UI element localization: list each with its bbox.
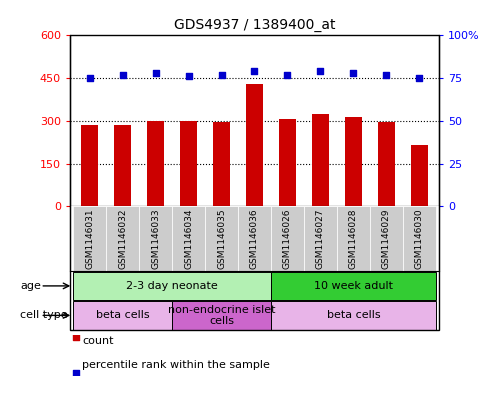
Bar bbox=[139, 206, 172, 271]
Point bbox=[349, 70, 357, 76]
Text: GSM1146027: GSM1146027 bbox=[316, 208, 325, 269]
Text: 10 week adult: 10 week adult bbox=[314, 281, 393, 291]
Bar bbox=[246, 84, 263, 206]
Bar bbox=[213, 122, 230, 206]
Bar bbox=[378, 122, 395, 206]
Point bbox=[86, 75, 94, 81]
Text: GSM1146026: GSM1146026 bbox=[283, 208, 292, 269]
Text: non-endocrine islet
cells: non-endocrine islet cells bbox=[168, 305, 275, 326]
Text: age: age bbox=[20, 281, 41, 291]
Text: GSM1146032: GSM1146032 bbox=[118, 208, 127, 269]
Text: beta cells: beta cells bbox=[96, 310, 149, 320]
Bar bbox=[271, 272, 436, 300]
Bar bbox=[73, 206, 106, 271]
Point bbox=[185, 73, 193, 79]
Point bbox=[72, 369, 80, 376]
Text: GSM1146033: GSM1146033 bbox=[151, 208, 160, 269]
Bar bbox=[304, 206, 337, 271]
Bar bbox=[337, 206, 370, 271]
Bar bbox=[411, 145, 428, 206]
Bar bbox=[205, 206, 238, 271]
Bar bbox=[345, 117, 362, 206]
Bar bbox=[172, 206, 205, 271]
Bar bbox=[147, 121, 164, 206]
Point bbox=[152, 70, 160, 76]
Point bbox=[218, 72, 226, 78]
Bar bbox=[271, 301, 436, 329]
Bar bbox=[81, 125, 98, 206]
Title: GDS4937 / 1389400_at: GDS4937 / 1389400_at bbox=[174, 18, 335, 31]
Text: count: count bbox=[82, 336, 114, 346]
Point bbox=[316, 68, 324, 74]
Bar bbox=[73, 301, 172, 329]
Bar bbox=[403, 206, 436, 271]
Bar bbox=[106, 206, 139, 271]
Text: 2-3 day neonate: 2-3 day neonate bbox=[126, 281, 218, 291]
Text: GSM1146030: GSM1146030 bbox=[415, 208, 424, 269]
Text: GSM1146035: GSM1146035 bbox=[217, 208, 226, 269]
Point bbox=[382, 72, 390, 78]
Bar bbox=[312, 114, 329, 206]
Text: GSM1146036: GSM1146036 bbox=[250, 208, 259, 269]
Point bbox=[72, 334, 80, 340]
Text: cell type: cell type bbox=[20, 310, 67, 320]
Bar bbox=[172, 301, 271, 329]
Bar bbox=[180, 121, 197, 206]
Bar bbox=[73, 272, 271, 300]
Bar bbox=[279, 119, 296, 206]
Point bbox=[415, 75, 423, 81]
Bar bbox=[370, 206, 403, 271]
Bar bbox=[114, 125, 131, 206]
Text: GSM1146029: GSM1146029 bbox=[382, 208, 391, 269]
Point bbox=[119, 72, 127, 78]
Text: beta cells: beta cells bbox=[326, 310, 380, 320]
Text: percentile rank within the sample: percentile rank within the sample bbox=[82, 360, 270, 370]
Text: GSM1146031: GSM1146031 bbox=[85, 208, 94, 269]
Bar bbox=[238, 206, 271, 271]
Bar bbox=[271, 206, 304, 271]
Point bbox=[250, 68, 258, 74]
Point bbox=[283, 72, 291, 78]
Text: GSM1146028: GSM1146028 bbox=[349, 208, 358, 269]
Text: GSM1146034: GSM1146034 bbox=[184, 208, 193, 269]
